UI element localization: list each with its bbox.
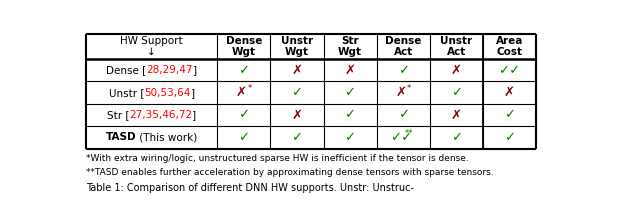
Text: Dense
Wgt: Dense Wgt — [226, 36, 262, 57]
Text: ]: ] — [193, 110, 196, 120]
Text: ✓: ✓ — [504, 108, 515, 122]
Text: ✗: ✗ — [451, 64, 462, 77]
Text: Unstr
Act: Unstr Act — [440, 36, 472, 57]
Text: ✗: ✗ — [395, 86, 406, 99]
Text: ✓: ✓ — [344, 131, 356, 144]
Text: ✓: ✓ — [344, 86, 356, 99]
Text: ✗: ✗ — [236, 86, 247, 99]
Text: ✓: ✓ — [238, 108, 250, 122]
Text: ✓: ✓ — [238, 131, 250, 144]
Text: ✓: ✓ — [504, 131, 515, 144]
Text: 27,35,46,72: 27,35,46,72 — [129, 110, 193, 120]
Text: ✓: ✓ — [291, 86, 303, 99]
Text: (This work): (This work) — [136, 132, 198, 142]
Text: ✗: ✗ — [451, 108, 462, 122]
Text: ]: ] — [193, 65, 197, 75]
Text: Str [: Str [ — [107, 110, 129, 120]
Text: Area
Cost: Area Cost — [495, 36, 523, 57]
Text: ✓: ✓ — [344, 108, 356, 122]
Text: ✗: ✗ — [291, 108, 303, 122]
Text: ✓✓: ✓✓ — [390, 131, 412, 144]
Text: Unstr
Wgt: Unstr Wgt — [281, 36, 313, 57]
Text: *: * — [407, 84, 412, 93]
Text: ✗: ✗ — [504, 86, 515, 99]
Text: ✓: ✓ — [451, 86, 462, 99]
Text: ✗: ✗ — [291, 64, 303, 77]
Text: **: ** — [405, 129, 413, 138]
Text: ✓: ✓ — [451, 131, 462, 144]
Text: Dense
Act: Dense Act — [385, 36, 421, 57]
Text: 28,29,47: 28,29,47 — [147, 65, 193, 75]
Text: 50,53,64: 50,53,64 — [144, 88, 191, 98]
Text: **TASD enables further acceleration by approximating dense tensors with sparse t: **TASD enables further acceleration by a… — [86, 168, 493, 177]
Text: ]: ] — [191, 88, 195, 98]
Text: ✓: ✓ — [291, 131, 303, 144]
Text: ✓: ✓ — [397, 64, 409, 77]
Text: TASD: TASD — [106, 132, 136, 142]
Text: ✓: ✓ — [397, 108, 409, 122]
Text: Table 1: Comparison of different DNN HW supports. Unstr: Unstruc-: Table 1: Comparison of different DNN HW … — [86, 183, 414, 193]
Text: *With extra wiring/logic, unstructured sparse HW is inefficient if the tensor is: *With extra wiring/logic, unstructured s… — [86, 154, 468, 163]
Text: Str
Wgt: Str Wgt — [338, 36, 362, 57]
Text: Dense [: Dense [ — [106, 65, 147, 75]
Text: *: * — [248, 84, 252, 93]
Text: ✓✓: ✓✓ — [498, 64, 520, 77]
Text: HW Support
↓: HW Support ↓ — [120, 36, 183, 57]
Text: Unstr [: Unstr [ — [109, 88, 144, 98]
Text: ✗: ✗ — [344, 64, 356, 77]
Text: ✓: ✓ — [238, 64, 250, 77]
